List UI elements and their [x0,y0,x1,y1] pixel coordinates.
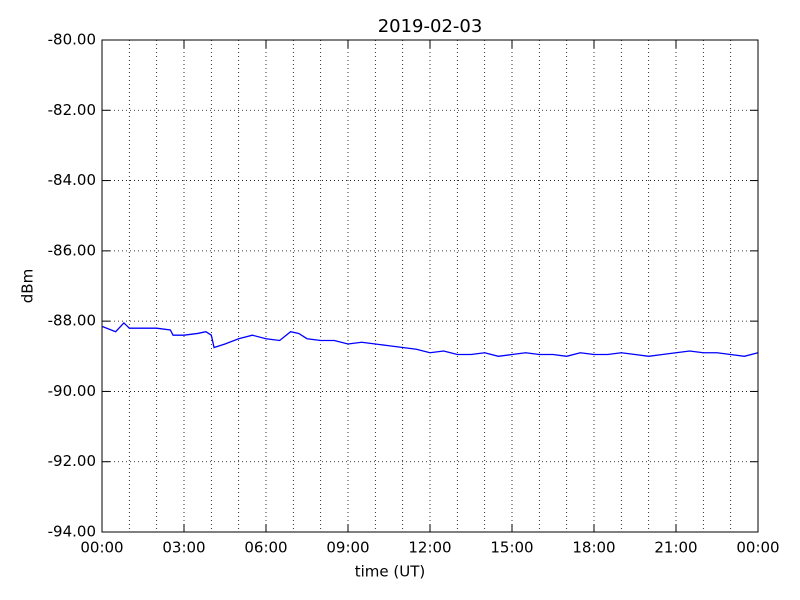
plot-frame [101,39,759,533]
x-tick-label: 12:00 [408,539,451,557]
y-tick-label: -88.00 [48,312,96,330]
x-axis-label: time (UT) [355,563,426,581]
x-tick-label: 06:00 [244,539,287,557]
x-tick-label: 03:00 [162,539,205,557]
y-axis-label: dBm [19,269,37,303]
y-tick-label: -82.00 [48,101,96,119]
y-tick-label: -90.00 [48,382,96,400]
x-tick-label: 00:00 [80,539,123,557]
x-tick-label: 09:00 [326,539,369,557]
y-tick-label: -94.00 [48,523,96,541]
y-tick-label: -84.00 [48,171,96,189]
x-tick-label: 21:00 [654,539,697,557]
y-tick-label: -92.00 [48,452,96,470]
x-tick-label: 00:00 [736,539,779,557]
x-tick-label: 15:00 [490,539,533,557]
y-tick-label: -80.00 [48,31,96,49]
y-tick-label: -86.00 [48,241,96,259]
data-line [101,321,759,357]
chart-title: 2019-02-03 [378,16,483,37]
x-tick-label: 18:00 [572,539,615,557]
